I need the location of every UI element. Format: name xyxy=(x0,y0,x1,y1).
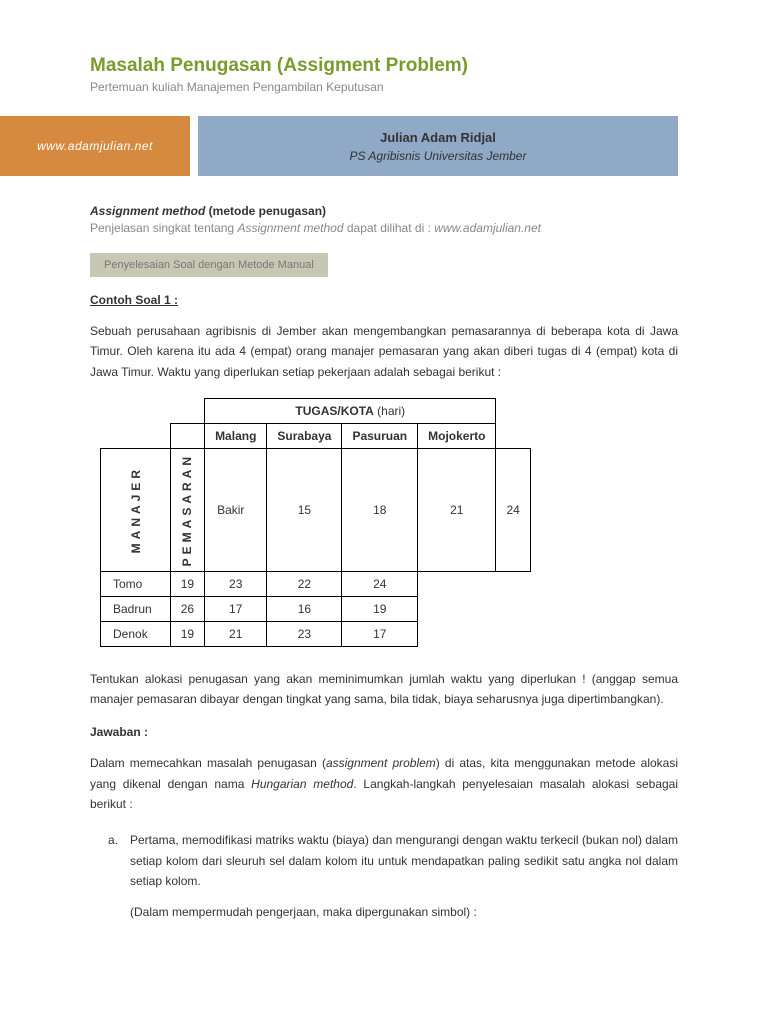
table-cell: 24 xyxy=(496,449,530,571)
row-group-label-2: PEMASARAN xyxy=(170,449,204,571)
section-heading: Assignment method (metode penugasan) xyxy=(90,204,678,218)
answer-intro: Dalam memecahkan masalah penugasan (assi… xyxy=(90,753,678,814)
table-row-name: Denok xyxy=(101,621,171,646)
table-cell: 21 xyxy=(205,621,267,646)
answer-label: Jawaban : xyxy=(90,725,678,739)
table-cell: 22 xyxy=(267,571,342,596)
table-cell: 17 xyxy=(205,596,267,621)
table-cell: 19 xyxy=(342,596,418,621)
assignment-table: TUGAS/KOTA (hari) Malang Surabaya Pasuru… xyxy=(100,398,678,646)
section-description: Penjelasan singkat tentang Assignment me… xyxy=(90,221,678,235)
table-cell: 19 xyxy=(170,571,204,596)
table-cell: 19 xyxy=(170,621,204,646)
method-pill: Penyelesaian Soal dengan Metode Manual xyxy=(90,253,328,277)
author-name: Julian Adam Ridjal xyxy=(380,130,496,145)
table-cell: 26 xyxy=(170,596,204,621)
table-cell: 21 xyxy=(418,449,496,571)
problem-text: Sebuah perusahaan agribisnis di Jember a… xyxy=(90,321,678,382)
table-cell: 18 xyxy=(342,449,418,571)
page-title: Masalah Penugasan (Assigment Problem) xyxy=(90,55,678,77)
table-row-name: Badrun xyxy=(101,596,171,621)
table-cell: 23 xyxy=(267,621,342,646)
table-cell: 16 xyxy=(267,596,342,621)
table-row-name: Bakir xyxy=(205,449,267,571)
step-a-note: (Dalam mempermudah pengerjaan, maka dipe… xyxy=(130,902,678,922)
page-subtitle: Pertemuan kuliah Manajemen Pengambilan K… xyxy=(90,80,678,94)
instruction-text: Tentukan alokasi penugasan yang akan mem… xyxy=(90,669,678,710)
author-box: Julian Adam Ridjal PS Agribisnis Univers… xyxy=(198,116,678,176)
author-affiliation: PS Agribisnis Universitas Jember xyxy=(350,149,527,163)
example-label: Contoh Soal 1 : xyxy=(90,293,678,307)
table-cell: 24 xyxy=(342,571,418,596)
website-badge: www.adamjulian.net xyxy=(0,116,190,176)
table-row-name: Tomo xyxy=(101,571,171,596)
row-group-label-1: MANAJER xyxy=(101,449,171,571)
header-banner: www.adamjulian.net Julian Adam Ridjal PS… xyxy=(0,116,768,176)
table-cell: 23 xyxy=(205,571,267,596)
table-cell: 17 xyxy=(342,621,418,646)
table-cell: 15 xyxy=(267,449,342,571)
step-a: a.Pertama, memodifikasi matriks waktu (b… xyxy=(130,830,678,891)
